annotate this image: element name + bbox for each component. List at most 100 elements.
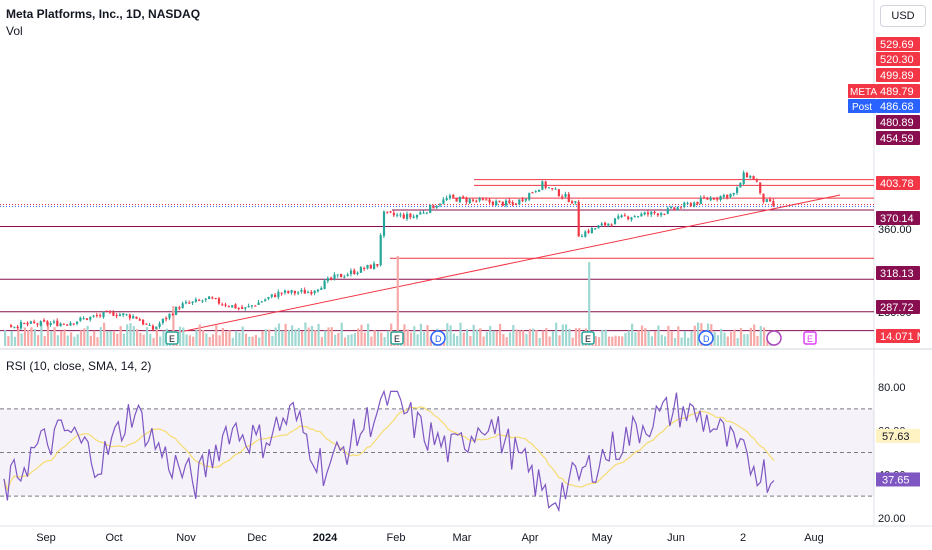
volume-bar bbox=[723, 332, 726, 346]
candle bbox=[689, 203, 692, 207]
candle bbox=[89, 316, 92, 320]
volume-bar bbox=[449, 325, 452, 346]
candle bbox=[118, 314, 122, 317]
candle bbox=[353, 270, 356, 275]
volume-bar bbox=[211, 334, 215, 346]
candle bbox=[155, 326, 158, 329]
volume-bar bbox=[145, 327, 149, 346]
candle bbox=[227, 306, 230, 308]
candle bbox=[59, 323, 62, 327]
volume-bar bbox=[532, 328, 535, 346]
price-badge bbox=[876, 131, 920, 145]
earnings-marker bbox=[390, 331, 404, 345]
candle bbox=[452, 194, 455, 198]
candle bbox=[231, 305, 234, 308]
volume-bar bbox=[109, 330, 112, 346]
candle bbox=[52, 321, 56, 323]
volume-bar bbox=[294, 329, 297, 346]
volume-bar bbox=[112, 330, 116, 346]
volume-bar bbox=[495, 330, 498, 346]
volume-bar bbox=[640, 325, 644, 346]
candle bbox=[221, 304, 224, 306]
volume-bar bbox=[182, 327, 185, 346]
volume-bar bbox=[419, 323, 422, 346]
candle bbox=[462, 196, 465, 198]
volume-bar bbox=[558, 335, 561, 346]
volume-label: Vol bbox=[6, 24, 23, 38]
volume-bar bbox=[376, 331, 380, 346]
volume-bar bbox=[291, 325, 294, 346]
candle bbox=[92, 315, 95, 317]
candle bbox=[310, 291, 313, 294]
volume-bar bbox=[492, 330, 495, 346]
candle bbox=[115, 315, 118, 317]
candle bbox=[673, 207, 676, 210]
volume-bar bbox=[40, 322, 43, 346]
volume-bar bbox=[515, 329, 518, 346]
candle bbox=[435, 206, 438, 208]
price-badge bbox=[876, 211, 920, 225]
volume-bar bbox=[301, 330, 304, 346]
currency-button[interactable]: USD bbox=[880, 5, 926, 27]
volume-bar bbox=[670, 331, 673, 346]
candle bbox=[439, 204, 442, 206]
candle bbox=[293, 291, 296, 294]
candle bbox=[557, 189, 560, 197]
volume-bar bbox=[452, 333, 455, 346]
candle bbox=[547, 187, 551, 189]
candle bbox=[752, 176, 755, 180]
price-badge bbox=[876, 99, 920, 113]
candle bbox=[590, 228, 593, 234]
candle bbox=[544, 181, 547, 188]
volume-bar bbox=[238, 332, 241, 346]
candle bbox=[528, 193, 531, 200]
volume-bar bbox=[79, 330, 83, 346]
volume-bar bbox=[205, 333, 208, 346]
candle bbox=[524, 199, 527, 201]
price-badge bbox=[876, 84, 920, 98]
volume-bar bbox=[99, 327, 102, 346]
candle bbox=[320, 288, 323, 290]
volume-bar bbox=[198, 324, 201, 346]
volume-bar bbox=[525, 334, 528, 346]
volume-bar bbox=[248, 336, 251, 346]
volume-bar bbox=[327, 327, 330, 346]
candle bbox=[729, 193, 732, 198]
volume-bar bbox=[426, 325, 429, 346]
x-axis-label: Mar bbox=[453, 532, 472, 544]
volume-bar bbox=[152, 337, 155, 346]
candle bbox=[538, 189, 541, 192]
rsi-axis-tick: 20.00 bbox=[878, 513, 906, 525]
candle bbox=[425, 212, 428, 214]
candle bbox=[148, 324, 151, 326]
volume-bar bbox=[4, 330, 7, 346]
volume-bar bbox=[624, 333, 627, 346]
x-axis-label: Jun bbox=[667, 532, 685, 544]
volume-bar bbox=[680, 337, 683, 346]
candle bbox=[663, 213, 666, 215]
candle bbox=[184, 302, 188, 304]
price-badge-label: 489.79 bbox=[880, 86, 914, 98]
candle bbox=[10, 325, 13, 328]
candle bbox=[158, 323, 161, 327]
candle bbox=[105, 310, 108, 312]
price-badge bbox=[876, 68, 920, 82]
candle bbox=[214, 298, 217, 300]
volume-bar bbox=[66, 335, 69, 346]
candle bbox=[422, 212, 425, 214]
candle bbox=[264, 299, 267, 302]
volume-bar bbox=[106, 330, 109, 346]
volume-bar bbox=[83, 328, 86, 346]
volume-bar bbox=[304, 322, 307, 346]
volume-bar bbox=[746, 334, 749, 346]
volume-bar bbox=[96, 337, 99, 346]
rsi-ma-line bbox=[3, 406, 775, 492]
candle bbox=[620, 215, 623, 218]
volume-bar bbox=[334, 334, 337, 346]
candle bbox=[132, 316, 135, 319]
dividend-marker-label: D bbox=[435, 334, 442, 344]
candle bbox=[168, 313, 171, 319]
candle bbox=[39, 321, 42, 326]
rsi-badge bbox=[876, 472, 920, 487]
